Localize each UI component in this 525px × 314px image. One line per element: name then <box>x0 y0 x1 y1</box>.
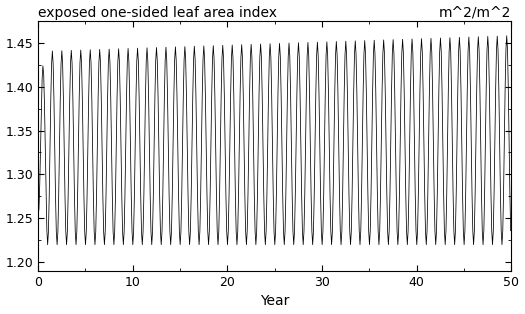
Text: exposed one-sided leaf area index: exposed one-sided leaf area index <box>38 6 277 19</box>
Text: m^2/m^2: m^2/m^2 <box>439 6 511 19</box>
X-axis label: Year: Year <box>260 295 289 308</box>
